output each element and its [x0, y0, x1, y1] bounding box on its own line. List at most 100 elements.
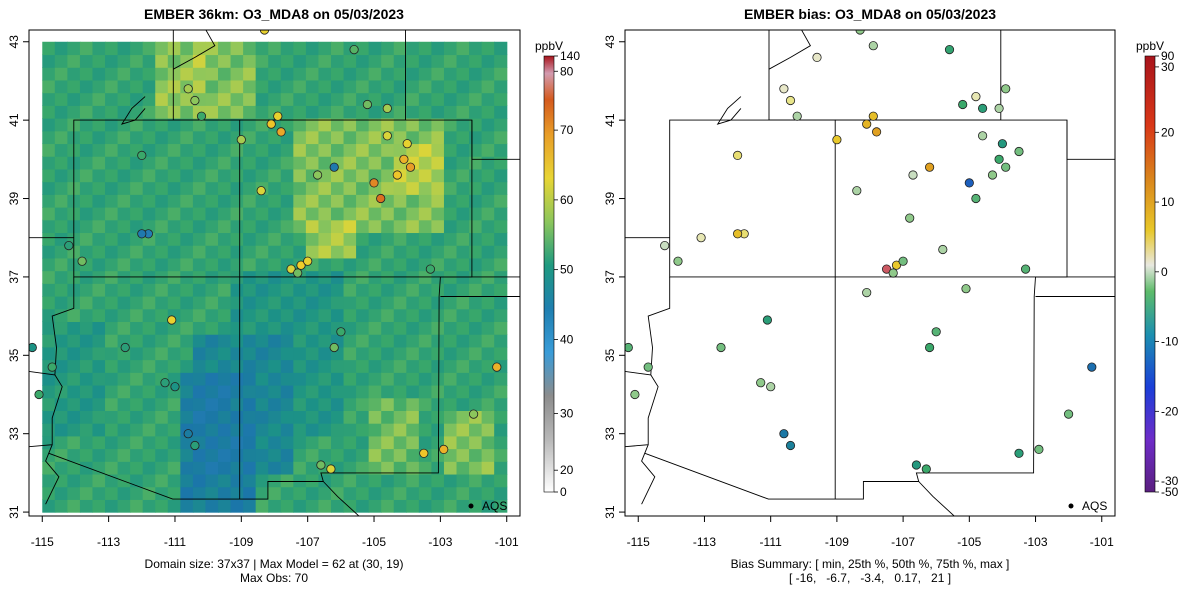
grid-cell: [406, 168, 420, 183]
grid-cell: [243, 156, 257, 170]
grid-cell: [368, 118, 382, 132]
grid-cell: [42, 181, 56, 195]
grid-cell: [393, 79, 407, 94]
colorbar-tick-label: -20: [1161, 404, 1179, 418]
grid-cell: [494, 67, 508, 81]
grid-cell: [293, 486, 307, 500]
grid-cell: [205, 245, 219, 259]
grid-cell: [243, 92, 257, 106]
grid-cell: [393, 232, 407, 246]
grid-cell: [469, 257, 483, 272]
grid-cell: [218, 473, 232, 488]
grid-cell: [431, 384, 445, 399]
grid-cell: [456, 130, 470, 145]
grid-cell: [469, 232, 483, 246]
grid-cell: [243, 54, 257, 68]
grid-cell: [368, 41, 382, 56]
grid-cell: [167, 283, 181, 297]
grid-cell: [192, 41, 207, 56]
grid-cell: [268, 41, 282, 56]
station-point: [492, 362, 502, 372]
y-tick-label: 37: [603, 270, 617, 284]
grid-cell: [356, 410, 370, 424]
grid-cell: [393, 143, 407, 157]
grid-cell: [481, 105, 495, 119]
grid-cell: [431, 156, 445, 170]
grid-cell: [117, 130, 131, 145]
station-point: [256, 186, 266, 196]
grid-cell: [330, 219, 345, 234]
grid-cell: [155, 207, 169, 221]
station-point: [64, 241, 74, 251]
grid-cell: [368, 207, 382, 221]
grid-cell: [381, 181, 395, 195]
x-tick-label: -101: [495, 535, 519, 549]
grid-cell: [79, 359, 94, 373]
grid-cell: [192, 423, 207, 437]
grid-cell: [406, 92, 420, 106]
grid-cell: [305, 181, 320, 195]
grid-cell: [293, 384, 307, 399]
colorbar-tick-label: 60: [560, 193, 574, 207]
bias-panel: EMBER bias: O3_MDA8 on 05/03/2023 -115 -1…: [603, 6, 1179, 585]
grid-cell: [167, 207, 181, 221]
grid-cell: [255, 384, 269, 399]
grid-cell: [155, 168, 169, 183]
grid-cell: [42, 219, 56, 234]
grid-cell: [406, 118, 420, 132]
grid-cell: [42, 321, 56, 335]
grid-cell: [305, 448, 320, 462]
grid-cell: [293, 499, 307, 513]
grid-cell: [54, 448, 68, 462]
grid-cell: [356, 372, 370, 386]
y-tick-label: 43: [7, 35, 21, 49]
state-border: [29, 370, 55, 376]
station-point: [732, 229, 743, 239]
grid-cell: [280, 384, 294, 399]
grid-cell: [494, 168, 508, 183]
grid-cell: [54, 194, 68, 208]
grid-cell: [117, 423, 131, 437]
grid-cell: [205, 499, 219, 513]
grid-cell: [205, 384, 219, 399]
grid-cell: [381, 41, 395, 56]
grid-cell: [280, 156, 294, 170]
grid-cell: [305, 461, 320, 475]
grid-cell: [67, 41, 81, 56]
grid-cell: [343, 54, 357, 68]
station-point: [971, 92, 981, 102]
grid-cell: [92, 410, 106, 424]
grid-cell: [456, 448, 470, 462]
station-point: [137, 150, 147, 160]
grid-cell: [155, 257, 169, 272]
grid-cell: [92, 473, 106, 488]
grid-cell: [481, 118, 495, 132]
grid-cell: [280, 207, 294, 221]
grid-cell: [368, 283, 382, 297]
y-tick-label: 41: [7, 113, 21, 127]
state-border: [1066, 120, 1115, 160]
grid-cell: [205, 461, 219, 475]
grid-cell: [42, 194, 56, 208]
x-tick-label: -111: [760, 535, 783, 549]
grid-cell: [79, 499, 94, 513]
grid-cell: [243, 308, 257, 323]
grid-cell: [79, 67, 94, 81]
grid-cell: [469, 143, 483, 157]
grid-cell: [79, 321, 94, 335]
grid-cell: [67, 486, 81, 500]
colorbar-tick-label: 20: [1161, 125, 1175, 139]
grid-cell: [456, 410, 470, 424]
station-point: [183, 84, 193, 94]
grid-cell: [481, 92, 495, 106]
grid-cell: [155, 410, 169, 424]
grid-cell: [243, 473, 257, 488]
grid-cell: [343, 435, 357, 450]
station-point: [977, 131, 988, 141]
grid-cell: [92, 92, 106, 106]
grid-cell: [393, 384, 407, 399]
grid-cell: [92, 143, 106, 157]
station-point: [399, 154, 409, 164]
grid-cell: [205, 156, 219, 170]
grid-cell: [494, 486, 508, 500]
